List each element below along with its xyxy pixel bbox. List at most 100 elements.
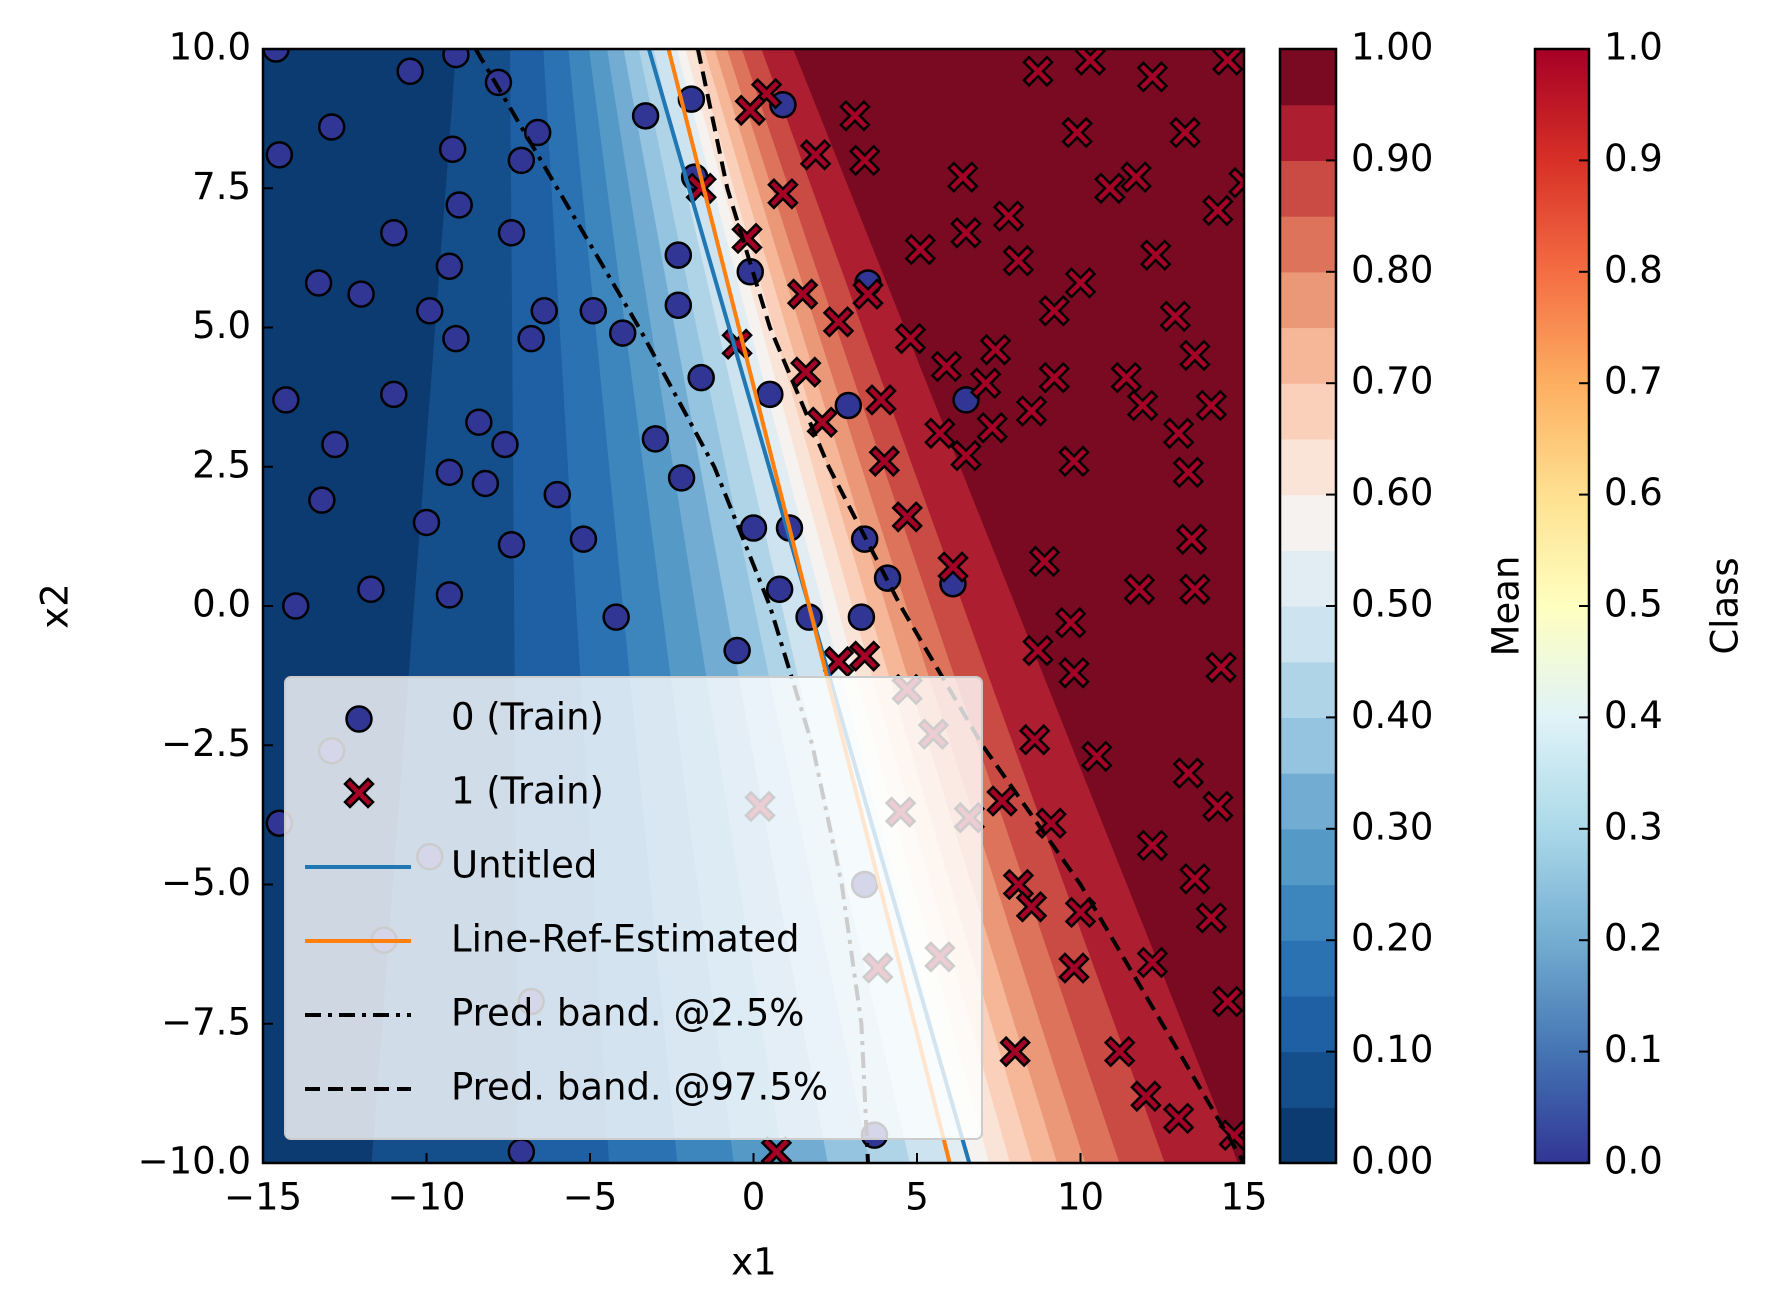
x-tick-label: 10: [1057, 1176, 1104, 1219]
scatter-point: [1103, 1035, 1136, 1068]
scatter-point: [1002, 244, 1035, 277]
scatter-point: [263, 49, 290, 63]
colorbar-label: Class: [1704, 557, 1747, 654]
scatter-point: [1179, 339, 1211, 372]
scatter-point: [834, 391, 863, 420]
line: [695, 49, 1244, 1163]
scatter-point: [904, 233, 937, 266]
scatter-point: [685, 172, 717, 205]
colorbar-tick-label: 0.3: [1604, 805, 1663, 848]
legend: 0 (Train) 1 (Train) Untitled Line-Ref-Estim…: [284, 676, 983, 1140]
scatter-point: [1195, 902, 1228, 934]
colorbar-tick-label: 0.40: [1351, 694, 1433, 737]
scatter-point: [523, 118, 552, 147]
colorbar-tick-label: 0.50: [1351, 583, 1433, 626]
legend-label: 1 (Train): [451, 770, 604, 813]
scatter-point: [380, 380, 408, 409]
y-tick-label: 7.5: [192, 165, 251, 208]
colorbar-tick-label: 0.6: [1604, 471, 1663, 514]
y-tick-label: 5.0: [192, 304, 251, 347]
scatter-point: [664, 291, 693, 319]
scatter-point: [1081, 740, 1113, 773]
scatter-point: [894, 322, 927, 355]
scatter-point: [1139, 239, 1172, 271]
scatter-point: [442, 49, 470, 69]
colorbar-band: [1280, 884, 1336, 941]
legend-label: Line-Ref-Estimated: [451, 918, 800, 961]
scatter-point: [848, 640, 881, 672]
colorbar-band: [1280, 271, 1336, 329]
colorbar-band: [1280, 1107, 1336, 1164]
scatter-point: [979, 334, 1012, 366]
scatter-point: [999, 1035, 1031, 1068]
y-tick-label: −10.0: [138, 1140, 251, 1183]
x-tick-label: 5: [905, 1176, 929, 1219]
colorbar-band: [1280, 940, 1336, 997]
colorbar-tick-label: 0.30: [1351, 805, 1433, 848]
colorbar-tick-label: 0.1: [1604, 1028, 1663, 1071]
scatter-point: [767, 178, 799, 210]
colorbar-tick-label: 0.20: [1351, 917, 1433, 960]
scatter-point: [1179, 573, 1211, 606]
x-tick-label: −10: [387, 1176, 465, 1219]
scatter-point: [1015, 891, 1048, 923]
colorbar-band: [1280, 438, 1336, 496]
x-tick-label: 15: [1220, 1176, 1267, 1219]
scatter-point: [799, 139, 832, 171]
scatter-point: [1028, 545, 1061, 578]
y-tick-label: −5.0: [161, 861, 251, 904]
scatter-point: [1211, 49, 1244, 76]
scatter-point: [497, 530, 526, 559]
legend-box: [284, 676, 983, 1140]
scatter-point: [847, 603, 876, 631]
y-tick-label: 2.5: [192, 443, 251, 486]
scatter-point: [438, 135, 467, 164]
scatter-point: [608, 319, 637, 347]
colorbar-band: [1280, 494, 1336, 551]
scatter-point: [530, 297, 558, 325]
scatter-point: [1211, 985, 1244, 1018]
y-tick-label: −2.5: [161, 722, 251, 765]
scatter-point: [839, 100, 871, 132]
scatter-point: [412, 508, 441, 537]
scatter-point: [1162, 1102, 1195, 1135]
y-axis-label: x2: [34, 583, 77, 628]
scatter-point: [852, 278, 884, 310]
scatter-point: [435, 252, 464, 280]
scatter-point: [1195, 389, 1228, 422]
colorbar-band: [1280, 550, 1336, 607]
scatter-point: [317, 113, 346, 141]
colorbar-band: [1280, 216, 1336, 273]
scatter-point: [1136, 946, 1169, 979]
colorbar-tick-label: 0.0: [1604, 1140, 1663, 1183]
scatter-point: [641, 425, 670, 453]
legend-marker: [345, 705, 373, 733]
scatter-point: [465, 408, 493, 436]
scatter-point: [723, 636, 751, 665]
scatter-point: [507, 146, 536, 175]
scatter-point: [445, 191, 473, 219]
y-tick-label: 0.0: [192, 583, 251, 626]
scatter-point: [265, 141, 294, 169]
scatter-point: [308, 486, 336, 514]
colorbar-tick-label: 0.9: [1604, 137, 1663, 180]
scatter-point: [937, 551, 969, 583]
scatter-point: [1169, 116, 1201, 149]
scatter-point: [435, 581, 464, 609]
scatter-point: [396, 57, 424, 86]
scatter-point: [471, 469, 500, 498]
scatter-point: [1064, 267, 1097, 299]
x-tick-label: −5: [563, 1176, 618, 1219]
scatter-point: [1015, 395, 1048, 427]
scatter-point: [507, 1138, 536, 1163]
scatter-point: [1054, 606, 1087, 639]
scatter-point: [790, 356, 822, 388]
colorbar-tick-label: 0.7: [1604, 360, 1663, 403]
x-tick-label: −15: [224, 1176, 302, 1219]
scatter-point: [435, 458, 464, 487]
legend-label: Pred. band. @2.5%: [451, 992, 804, 1035]
scatter-point: [304, 269, 333, 297]
scatter-point: [664, 241, 693, 269]
scatter-point: [579, 297, 608, 325]
scatter-point: [1126, 389, 1159, 422]
